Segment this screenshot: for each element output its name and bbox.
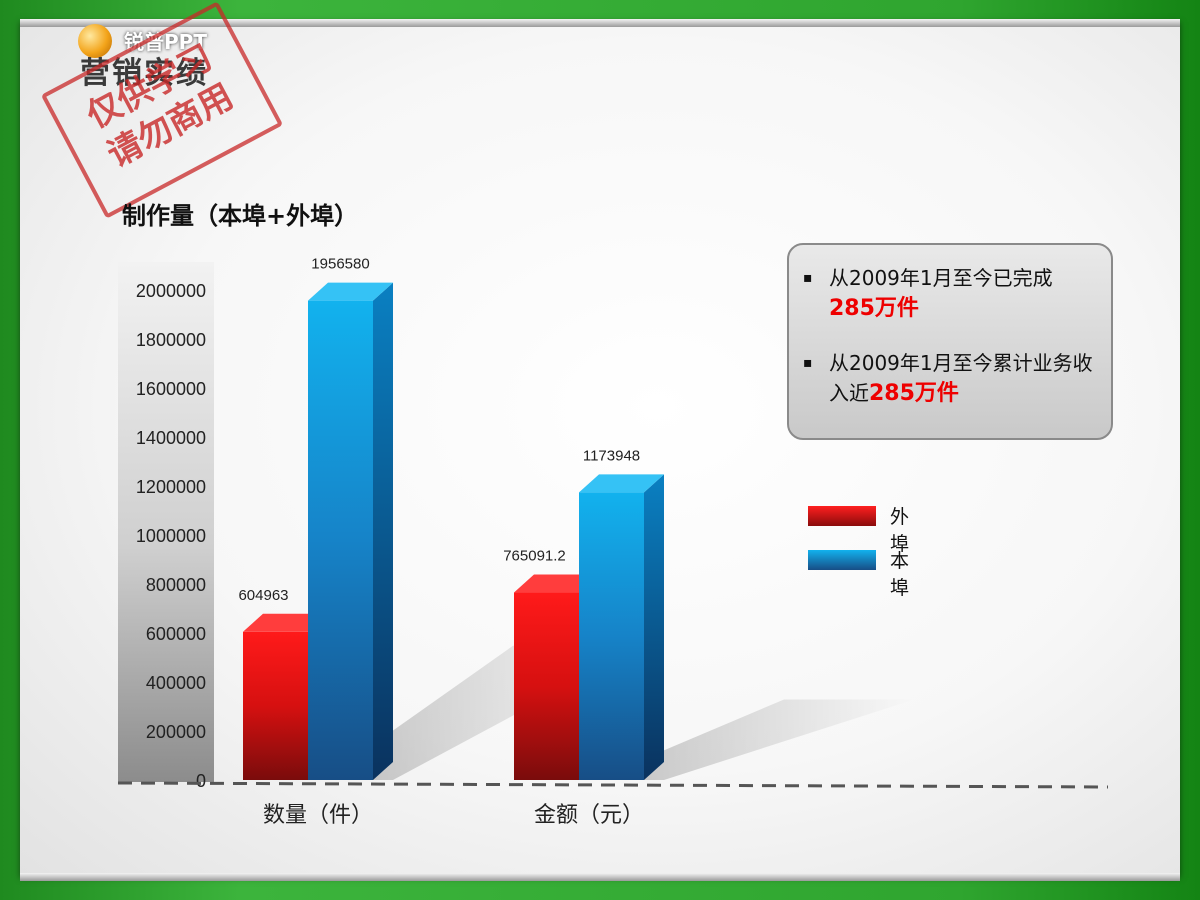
info-item-2-highlight: 285万件 — [869, 381, 959, 406]
data-label: 1956580 — [311, 256, 369, 273]
bar-side-face — [373, 282, 393, 780]
data-label: 1173948 — [583, 447, 640, 464]
scroll-roller-bottom — [20, 873, 1180, 881]
x-axis-baseline — [117, 781, 1109, 789]
info-item-2-text: 从2009年1月至今累计业务收入近 — [829, 351, 1093, 405]
bullet-square-icon: ▪ — [803, 355, 813, 371]
x-category-label: 金额（元） — [534, 803, 644, 828]
y-tick-label: 800000 — [146, 575, 206, 595]
bar-shadow — [594, 699, 914, 780]
x-category-label: 数量（件） — [263, 803, 373, 828]
info-item-1: ▪ 从2009年1月至今已完成 285万件 — [803, 263, 1095, 324]
bar-top-face — [243, 613, 328, 632]
bar-top-face — [514, 574, 599, 593]
logo: 锐普PPT — [48, 8, 248, 60]
chart-title: 制作量（本埠+外埠） — [122, 202, 359, 230]
legend-swatch-benbu — [808, 550, 876, 570]
data-label: 765091.2 — [503, 548, 566, 565]
y-tick-label: 400000 — [146, 673, 206, 693]
bar-top-face — [579, 474, 664, 493]
y-tick-label: 0 — [196, 771, 206, 791]
logo-text: 锐普PPT — [124, 30, 207, 54]
bar-benbu-0 — [308, 300, 373, 780]
page-title: 营销实绩 — [80, 56, 208, 91]
info-item-2: ▪ 从2009年1月至今累计业务收入近285万件 — [803, 348, 1095, 409]
y-axis-panel — [118, 262, 214, 782]
bar-benbu-1 — [579, 492, 644, 780]
y-tick-label: 1800000 — [136, 330, 206, 350]
y-tick-label: 1600000 — [136, 379, 206, 399]
y-tick-label: 200000 — [146, 722, 206, 742]
data-label: 604963 — [238, 587, 288, 604]
info-item-1-highlight: 285万件 — [829, 296, 919, 321]
bar-side-face — [644, 474, 664, 780]
legend-swatch-waibu — [808, 506, 876, 526]
bar-waibu-1 — [514, 592, 579, 780]
logo-ball-icon — [78, 24, 112, 58]
y-tick-label: 1200000 — [136, 477, 206, 497]
y-tick-label: 1400000 — [136, 428, 206, 448]
bar-top-face — [308, 282, 393, 301]
y-tick-label: 2000000 — [136, 281, 206, 301]
bullet-square-icon: ▪ — [803, 270, 813, 286]
bar-waibu-0 — [243, 631, 308, 780]
y-tick-label: 600000 — [146, 624, 206, 644]
y-tick-label: 1000000 — [136, 526, 206, 546]
legend-label-waibu: 外埠 — [890, 506, 910, 555]
info-item-1-text: 从2009年1月至今已完成 — [829, 266, 1053, 290]
scroll-roller-top — [20, 19, 1180, 27]
info-box: ▪ 从2009年1月至今已完成 285万件 ▪ 从2009年1月至今累计业务收入… — [787, 243, 1113, 440]
legend-label-benbu: 本埠 — [890, 550, 910, 599]
